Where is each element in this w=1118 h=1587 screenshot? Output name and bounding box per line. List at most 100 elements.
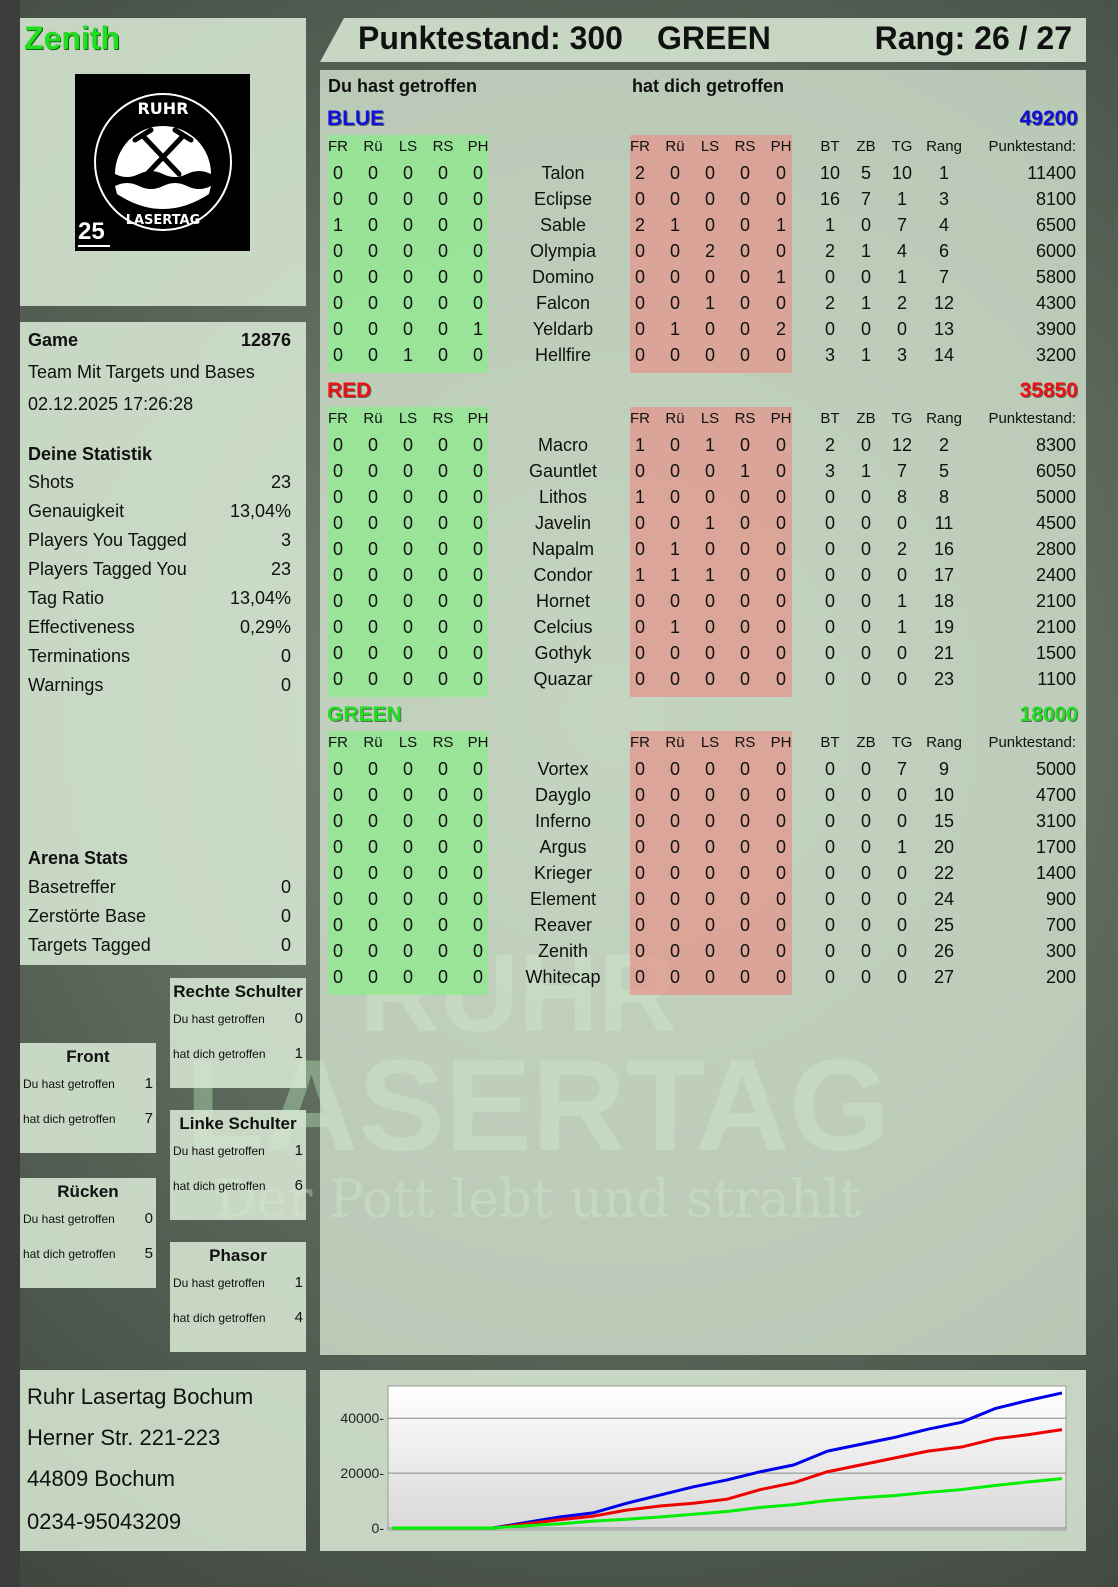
column-header: BT xyxy=(820,138,840,155)
you-hit-cell: 0 xyxy=(402,785,414,805)
player-row[interactable]: 0 0 0 0 0 Domino 0 0 0 0 1 0 0 1 7 5800 xyxy=(320,267,1086,293)
hit-you-cell: 0 xyxy=(704,163,716,183)
hit-zone-box: Rechte Schulter Du hast getroffen 0 hat dic… xyxy=(170,978,306,1088)
player-row[interactable]: 0 0 0 0 1 Yeldarb 0 1 0 0 2 0 0 0 13 3900 xyxy=(320,319,1086,345)
player-row[interactable]: 0 0 0 0 0 Condor 1 1 1 0 0 0 0 0 17 2400 xyxy=(320,565,1086,591)
hit-you-cell: 0 xyxy=(704,811,716,831)
you-hit-cell: 0 xyxy=(472,163,484,183)
hit-you-cell: 0 xyxy=(669,967,681,987)
player-row[interactable]: 0 0 0 0 0 Element 0 0 0 0 0 0 0 0 24 900 xyxy=(320,889,1086,915)
column-header: TG xyxy=(891,410,913,427)
team-name: RED xyxy=(327,379,372,402)
column-header: Rü xyxy=(665,734,685,751)
hit-you-cell: 0 xyxy=(669,643,681,663)
score-progress-chart: 0- 20000- 40000- xyxy=(340,1385,1067,1536)
zone-got-value: 6 xyxy=(294,1177,303,1194)
player-row[interactable]: 0 0 0 0 0 Gauntlet 0 0 0 1 0 3 1 7 5 6050 xyxy=(320,461,1086,487)
player-name: Reaver xyxy=(533,915,593,935)
hit-you-cell: 1 xyxy=(775,267,787,287)
hit-you-cell: 0 xyxy=(634,863,646,883)
stat-cell: 7 xyxy=(896,461,908,481)
column-header: LS xyxy=(398,138,418,155)
hit-you-cell: 0 xyxy=(704,837,716,857)
zone-title: Front xyxy=(66,1047,110,1066)
hit-you-cell: 0 xyxy=(739,513,751,533)
column-header: TG xyxy=(891,734,913,751)
you-hit-cell: 0 xyxy=(472,345,484,365)
player-row[interactable]: 0 0 0 0 0 Eclipse 0 0 0 0 0 16 7 1 3 8100 xyxy=(320,189,1086,215)
player-row[interactable]: 0 0 0 0 0 Javelin 0 0 1 0 0 0 0 0 11 4500 xyxy=(320,513,1086,539)
player-row[interactable]: 0 0 0 0 0 Dayglo 0 0 0 0 0 0 0 0 10 4700 xyxy=(320,785,1086,811)
stat-cell: 1 xyxy=(824,215,836,235)
stat-cell: 3 xyxy=(824,345,836,365)
stat-cell: 0 xyxy=(896,967,908,987)
player-row[interactable]: 0 0 0 0 0 Inferno 0 0 0 0 0 0 0 0 15 3100 xyxy=(320,811,1086,837)
player-row[interactable]: 1 0 0 0 0 Sable 2 1 0 0 1 1 0 7 4 6500 xyxy=(320,215,1086,241)
player-row[interactable]: 0 0 0 0 0 Vortex 0 0 0 0 0 0 0 7 9 5000 xyxy=(320,759,1086,785)
player-name: Hornet xyxy=(535,591,591,611)
player-row[interactable]: 0 0 0 0 0 Zenith 0 0 0 0 0 0 0 0 26 300 xyxy=(320,941,1086,967)
you-hit-cell: 0 xyxy=(367,241,379,261)
you-hit-cell: 0 xyxy=(437,863,449,883)
you-hit-cell: 0 xyxy=(402,915,414,935)
stat-cell: 0 xyxy=(860,669,872,689)
you-hit-cell: 0 xyxy=(332,163,344,183)
stat-label: Warnings xyxy=(28,675,104,695)
player-row[interactable]: 0 0 0 0 0 Gothyk 0 0 0 0 0 0 0 0 21 1500 xyxy=(320,643,1086,669)
hit-zone-box: Linke Schulter Du hast getroffen 1 hat dich… xyxy=(170,1110,306,1220)
hit-you-cell: 0 xyxy=(634,669,646,689)
player-score: 3200 xyxy=(1035,345,1076,365)
you-hit-cell: 0 xyxy=(437,267,449,287)
player-row[interactable]: 0 0 0 0 0 Hornet 0 0 0 0 0 0 0 1 18 2100 xyxy=(320,591,1086,617)
stat-cell: 3 xyxy=(824,461,836,481)
column-header: LS xyxy=(398,410,418,427)
player-name: Quazar xyxy=(533,669,593,689)
hit-you-cell: 0 xyxy=(775,837,787,857)
player-row[interactable]: 0 0 0 0 0 Quazar 0 0 0 0 0 0 0 0 23 1100 xyxy=(320,669,1086,695)
you-hit-cell: 0 xyxy=(402,241,414,261)
stat-cell: 0 xyxy=(824,811,836,831)
stat-cell: 2 xyxy=(824,241,836,261)
player-row[interactable]: 0 0 1 0 0 Hellfire 0 0 0 0 0 3 1 3 14 3200 xyxy=(320,345,1086,371)
hit-you-cell: 0 xyxy=(775,487,787,507)
you-hit-cell: 0 xyxy=(332,267,344,287)
player-score: 1400 xyxy=(1035,863,1076,883)
hit-you-cell: 0 xyxy=(775,461,787,481)
you-hit-cell: 0 xyxy=(437,293,449,313)
player-row[interactable]: 0 0 0 0 0 Falcon 0 0 1 0 0 2 1 2 12 4300 xyxy=(320,293,1086,319)
you-hit-cell: 0 xyxy=(332,669,344,689)
game-label: Game xyxy=(28,330,79,350)
stat-cell: 0 xyxy=(860,487,872,507)
stat-cell: 21 xyxy=(933,643,955,663)
player-name: Talon xyxy=(541,163,585,183)
player-row[interactable]: 0 0 0 0 0 Whitecap 0 0 0 0 0 0 0 0 27 200 xyxy=(320,967,1086,993)
you-hit-cell: 0 xyxy=(332,785,344,805)
column-header: Punktestand: xyxy=(988,410,1076,427)
stat-cell: 0 xyxy=(896,669,908,689)
player-row[interactable]: 0 0 0 0 0 Argus 0 0 0 0 0 0 0 1 20 1700 xyxy=(320,837,1086,863)
player-row[interactable]: 0 0 0 0 0 Macro 1 0 1 0 0 2 0 12 2 8300 xyxy=(320,435,1086,461)
stat-cell: 0 xyxy=(824,591,836,611)
you-hit-cell: 0 xyxy=(437,513,449,533)
player-row[interactable]: 0 0 0 0 0 Reaver 0 0 0 0 0 0 0 0 25 700 xyxy=(320,915,1086,941)
player-row[interactable]: 0 0 0 0 0 Napalm 0 1 0 0 0 0 0 2 16 2800 xyxy=(320,539,1086,565)
player-row[interactable]: 0 0 0 0 0 Talon 2 0 0 0 0 10 5 10 1 11400 xyxy=(320,163,1086,189)
stat-cell: 0 xyxy=(860,435,872,455)
you-hit-cell: 0 xyxy=(472,565,484,585)
stat-cell: 0 xyxy=(824,785,836,805)
ruhr-lasertag-logo: RUHR LASERTAG 25 xyxy=(75,74,250,251)
hit-you-cell: 2 xyxy=(704,241,716,261)
hit-you-cell: 1 xyxy=(634,487,646,507)
hit-you-cell: 0 xyxy=(704,889,716,909)
player-row[interactable]: 0 0 0 0 0 Celcius 0 1 0 0 0 0 0 1 19 2100 xyxy=(320,617,1086,643)
player-row[interactable]: 0 0 0 0 0 Lithos 1 0 0 0 0 0 0 8 8 5000 xyxy=(320,487,1086,513)
stat-cell: 1 xyxy=(860,461,872,481)
you-hit-cell: 0 xyxy=(367,941,379,961)
stat-cell: 25 xyxy=(933,915,955,935)
player-row[interactable]: 0 0 0 0 0 Krieger 0 0 0 0 0 0 0 0 22 1400 xyxy=(320,863,1086,889)
player-row[interactable]: 0 0 0 0 0 Olympia 0 0 2 0 0 2 1 4 6 6000 xyxy=(320,241,1086,267)
stat-cell: 0 xyxy=(860,539,872,559)
stat-cell: 0 xyxy=(860,889,872,909)
stat-cell: 0 xyxy=(896,941,908,961)
scoreboard-panel: Du hast getroffen hat dich getroffen BLU… xyxy=(320,70,1086,1355)
